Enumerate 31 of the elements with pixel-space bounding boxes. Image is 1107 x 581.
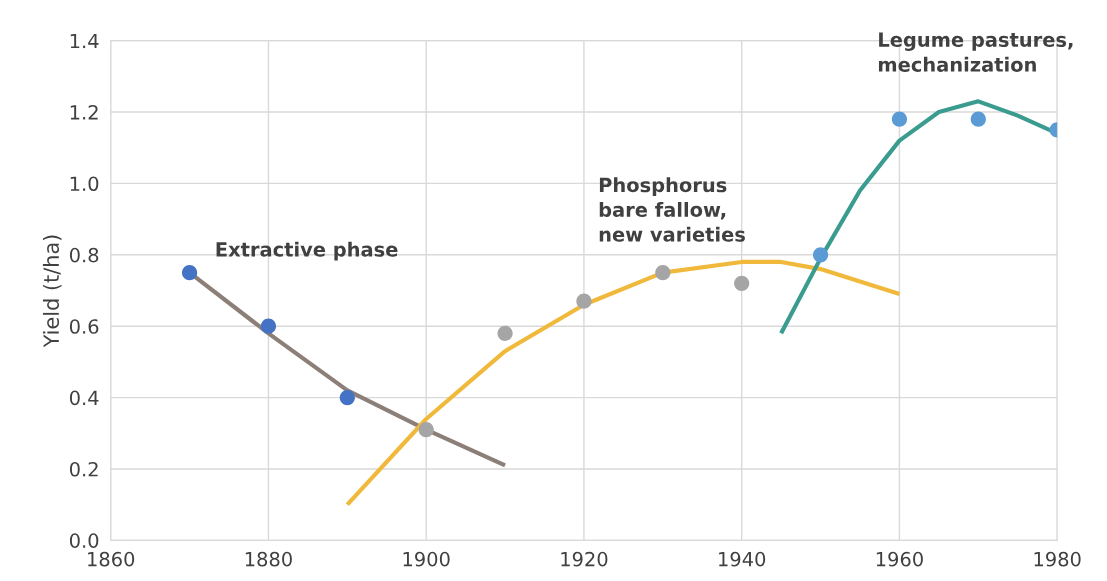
x-tick-label: 1920 bbox=[561, 551, 608, 567]
line-series bbox=[345, 259, 902, 507]
point bbox=[970, 111, 986, 127]
y-tick-label: 0.0 bbox=[69, 533, 99, 548]
x-tick-label: 1960 bbox=[876, 551, 923, 567]
point bbox=[812, 247, 829, 263]
point bbox=[655, 265, 671, 281]
point bbox=[576, 293, 592, 309]
y-tick-label: 1.0 bbox=[70, 176, 99, 192]
point bbox=[734, 275, 750, 291]
point bbox=[181, 265, 198, 281]
point bbox=[339, 389, 355, 406]
x-tick-label: 1900 bbox=[403, 551, 450, 567]
y-tick-label: 0.2 bbox=[69, 461, 98, 477]
point bbox=[891, 111, 908, 127]
x-tick-label: 1860 bbox=[88, 551, 135, 567]
y-tick-label: 1.4 bbox=[70, 33, 99, 49]
point bbox=[418, 422, 434, 438]
y-tick-label: 0.8 bbox=[69, 247, 99, 263]
y-axis-title: Yield (t/ha) bbox=[42, 235, 62, 348]
point bbox=[497, 325, 513, 341]
y-tick-label: 1.2 bbox=[70, 105, 98, 120]
y-tick-label: 0.6 bbox=[69, 319, 99, 334]
x-tick-label: 1880 bbox=[245, 551, 292, 567]
point bbox=[260, 318, 277, 334]
annotation: Extractive phase bbox=[216, 241, 398, 261]
annotation: Phosphorus bare fallow, new varieties bbox=[599, 177, 745, 242]
y-tick-label: 0.4 bbox=[69, 390, 99, 406]
x-tick-label: 1980 bbox=[1034, 551, 1081, 567]
annotation: Legume pastures, mechanization bbox=[878, 32, 1073, 72]
x-tick-label: 1940 bbox=[719, 551, 766, 567]
